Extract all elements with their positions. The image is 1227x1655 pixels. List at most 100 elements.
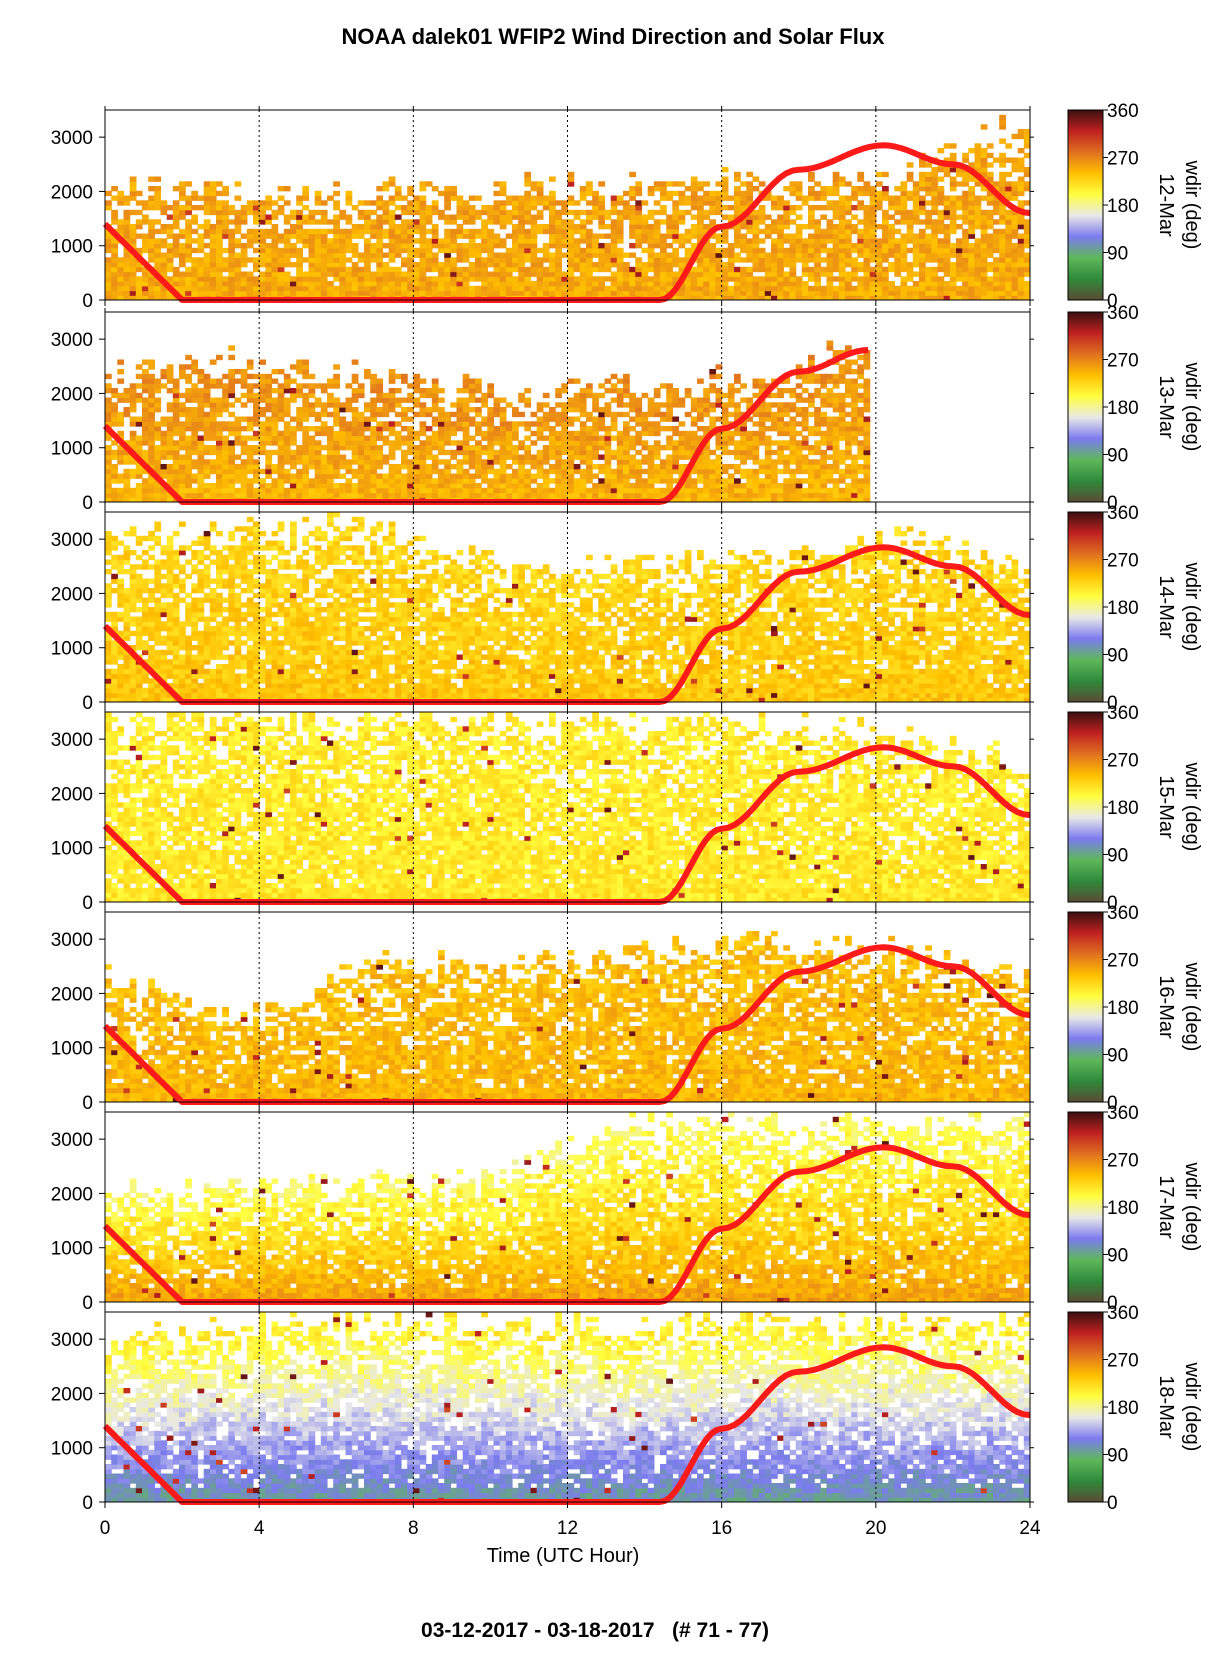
wdir-cell [567, 459, 575, 465]
wdir-cell [888, 285, 895, 292]
wdir-cell [191, 257, 199, 263]
wdir-cell [586, 478, 593, 484]
wdir-cell [253, 468, 260, 475]
wdir-cell [197, 468, 205, 475]
wdir-cell [419, 281, 427, 287]
wdir-cell [999, 276, 1006, 282]
wdir-cell [425, 449, 433, 456]
wdir-cell [413, 464, 421, 470]
wdir-cell [450, 473, 458, 479]
wdir-cell [660, 402, 667, 408]
wdir-cell [407, 247, 414, 254]
wdir-cell [320, 468, 328, 475]
wdir-cell [1017, 290, 1025, 296]
wdir-cell [123, 473, 131, 479]
wdir-cell [925, 252, 932, 258]
wdir-cell [166, 247, 174, 254]
wdir-cell [746, 195, 754, 201]
wdir-cell [209, 449, 217, 456]
wdir-cell [105, 483, 112, 489]
wdir-cell [931, 271, 939, 277]
wdir-cell [222, 190, 229, 197]
wdir-cell [660, 473, 667, 479]
wdir-cell [468, 262, 476, 268]
wdir-cell [327, 392, 334, 399]
wdir-cell [678, 262, 686, 268]
wdir-cell [832, 186, 840, 192]
wdir-cell [808, 190, 815, 197]
wdir-cell [105, 459, 112, 465]
wdir-cell [820, 233, 828, 239]
wdir-cell [339, 228, 347, 235]
wdir-cell [592, 416, 599, 422]
wdir-cell [314, 262, 322, 268]
wdir-cell [253, 397, 260, 403]
wdir-cell [135, 468, 143, 475]
wdir-cell [956, 290, 963, 296]
wdir-cell [327, 238, 334, 244]
wdir-cell [604, 449, 612, 456]
wdir-cell [129, 224, 137, 230]
wdir-cell [715, 238, 723, 244]
wdir-cell [179, 459, 186, 465]
wdir-cell [216, 205, 223, 211]
wdir-cell [493, 243, 501, 249]
wdir-cell [450, 430, 458, 437]
wdir-cell [980, 247, 988, 254]
wdir-cell [364, 271, 371, 277]
wdir-cell [246, 209, 254, 216]
wdir-cell [801, 247, 809, 254]
wdir-cell [616, 219, 624, 225]
wdir-cell [376, 243, 384, 249]
wdir-cell [925, 257, 932, 263]
wdir-cell [536, 214, 544, 220]
wdir-cell [542, 205, 550, 211]
wdir-cell [986, 200, 994, 206]
wdir-cell [635, 266, 643, 273]
wdir-cell [259, 435, 266, 441]
wdir-cell [419, 262, 427, 268]
wdir-cell [832, 205, 840, 211]
wdir-cell [795, 290, 803, 296]
wdir-cell [1023, 233, 1030, 239]
wdir-cell [968, 262, 976, 268]
wdir-cell [253, 209, 260, 216]
wdir-cell [635, 276, 643, 282]
wdir-cell [678, 492, 686, 498]
wdir-cell [259, 209, 266, 216]
wdir-cell [542, 200, 550, 206]
wdir-cell [154, 290, 162, 296]
wdir-cell [1005, 285, 1013, 292]
wdir-cell [135, 473, 143, 479]
wdir-cell [277, 290, 285, 296]
wdir-cell [801, 290, 809, 296]
wdir-cell [222, 290, 229, 296]
wdir-cell [277, 416, 285, 422]
wdir-cell [172, 276, 180, 282]
wdir-cell [475, 468, 482, 475]
wdir-cell [826, 262, 834, 268]
wdir-cell [530, 243, 538, 249]
wdir-cell [937, 281, 945, 287]
wdir-cell [308, 214, 316, 220]
wdir-cell [216, 464, 223, 470]
wdir-cell [801, 257, 809, 263]
wdir-cell [610, 219, 618, 225]
wdir-cell [1005, 266, 1013, 273]
wdir-cell [808, 295, 815, 300]
wdir-cell [364, 468, 371, 475]
wdir-cell [425, 281, 433, 287]
wdir-cell [142, 426, 149, 432]
wdir-cell [468, 473, 476, 479]
wdir-cell [579, 407, 587, 413]
wdir-cell [185, 195, 192, 201]
wdir-cell [320, 487, 328, 494]
wdir-cell [493, 200, 501, 206]
wdir-cell [1011, 290, 1019, 296]
wdir-cell [203, 388, 211, 394]
wdir-cell [370, 378, 377, 384]
wdir-cell [376, 473, 384, 479]
wdir-cell [604, 285, 612, 292]
wdir-cell [536, 190, 544, 197]
wdir-cell [191, 364, 199, 370]
